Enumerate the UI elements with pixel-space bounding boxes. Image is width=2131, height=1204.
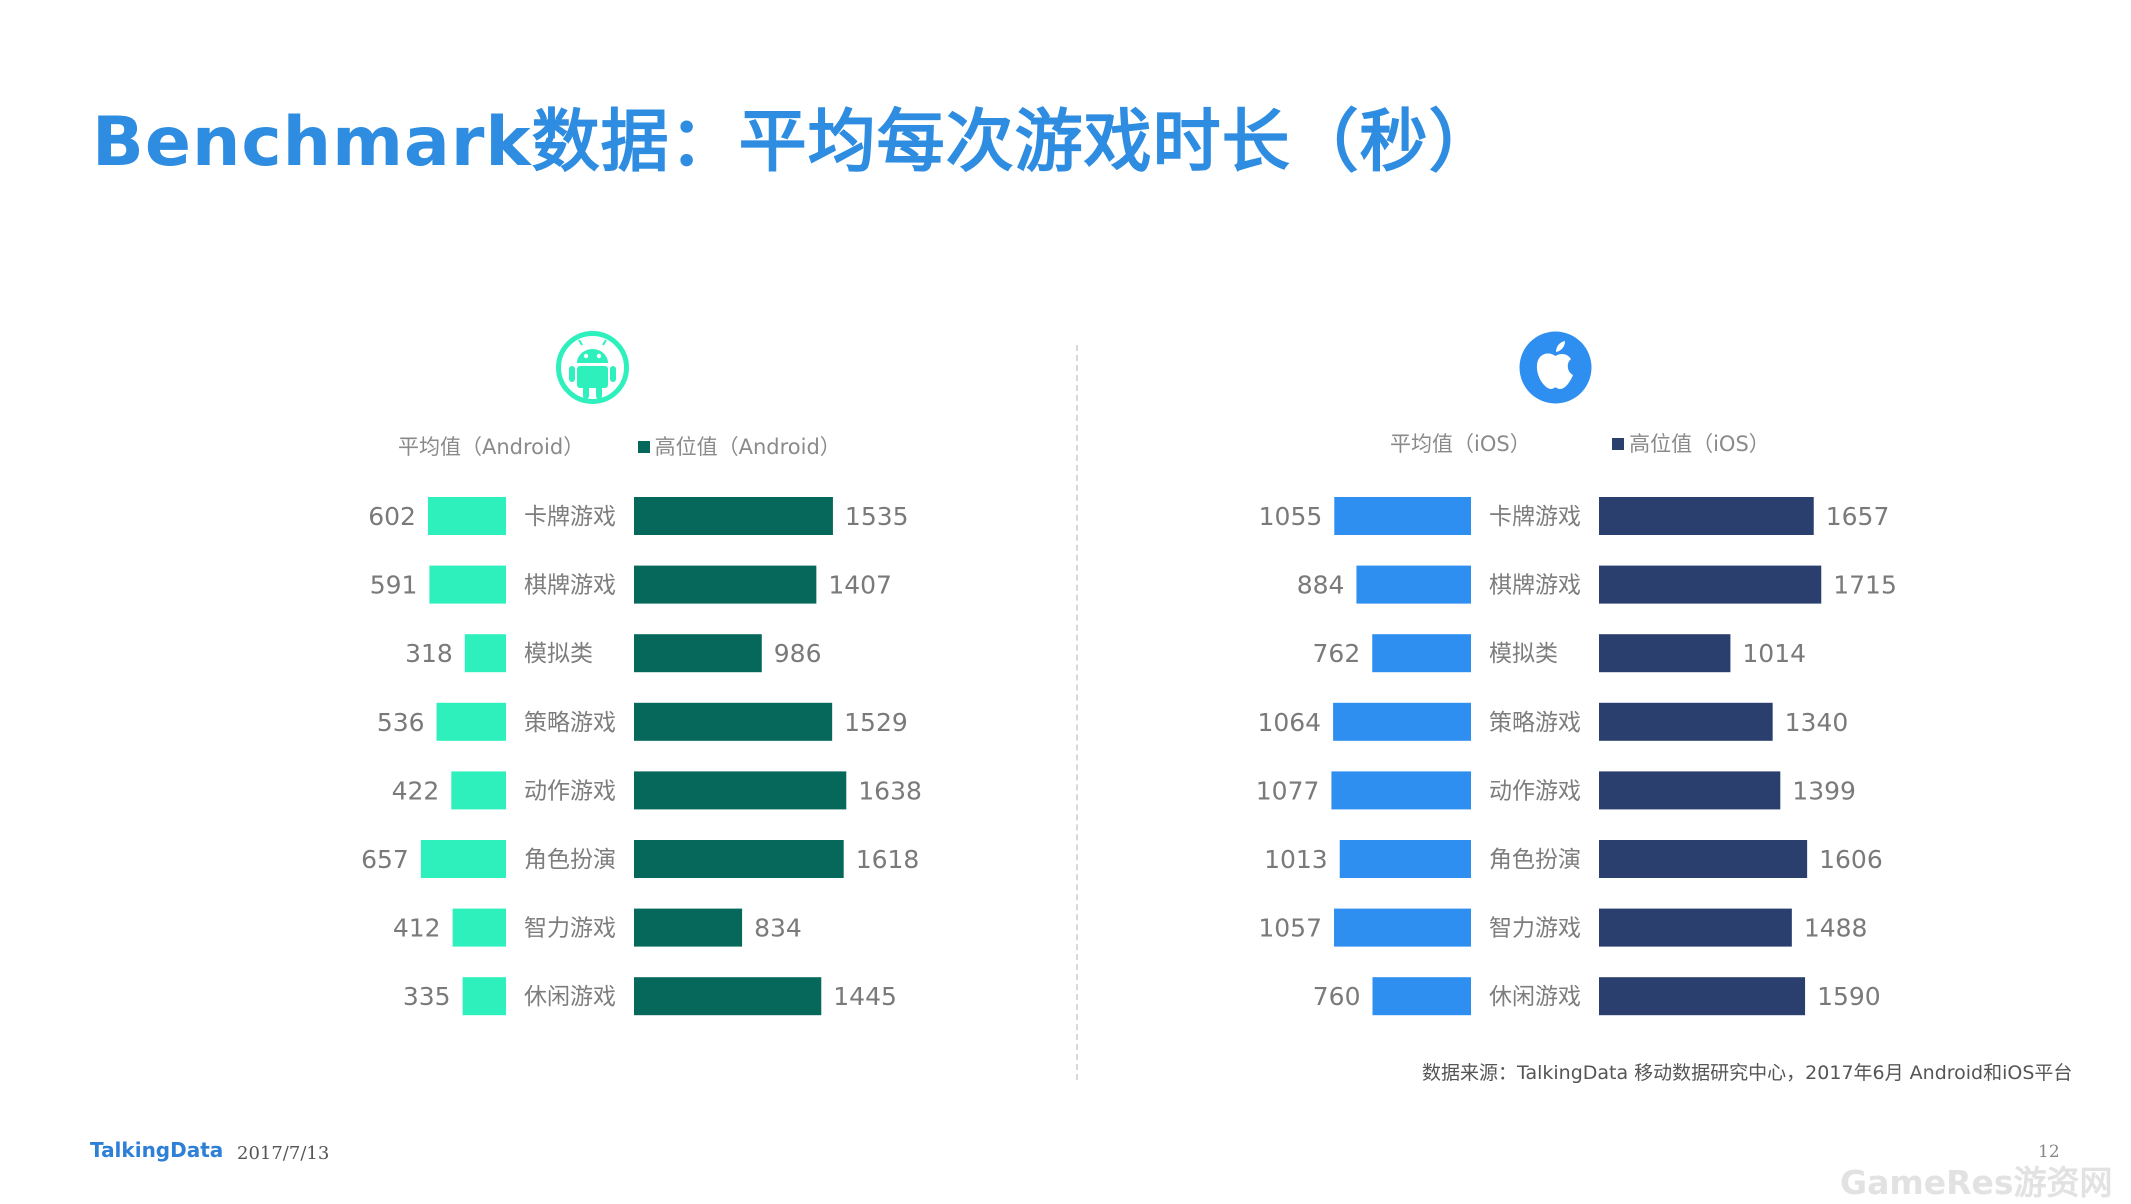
ios-category-label: 智力游戏	[1489, 916, 1581, 942]
ios-avg-bar	[1333, 702, 1471, 741]
android-high-bar	[634, 977, 822, 1016]
android-avg-bar	[427, 497, 506, 535]
ios-high-bar	[1599, 497, 1814, 535]
ios-avg-bar	[1334, 497, 1471, 535]
legend-android-high-swatch	[637, 441, 650, 453]
ios-avg-label: 1013	[1264, 845, 1328, 874]
android-icon	[556, 331, 629, 404]
ios-avg-label: 1057	[1258, 914, 1322, 943]
legend-ios-avg: 平均值（iOS）	[1390, 432, 1531, 456]
ios-high-bar	[1599, 908, 1792, 947]
panel-divider	[1076, 345, 1078, 1080]
ios-avg-label: 1055	[1259, 502, 1323, 531]
page-title: Benchmark数据：平均每次游戏时长（秒）	[92, 103, 1498, 182]
ios-high-label: 1340	[1785, 708, 1849, 737]
ios-category-label: 角色扮演	[1489, 847, 1581, 873]
android-avg-label: 422	[392, 776, 440, 805]
android-category-label: 智力游戏	[524, 916, 616, 942]
android-category-label: 卡牌游戏	[524, 504, 616, 530]
ios-avg-bar	[1331, 771, 1471, 810]
talkingdata-logo: TalkingData	[90, 1138, 224, 1162]
android-category-label: 棋牌游戏	[524, 573, 616, 599]
ios-category-label: 卡牌游戏	[1489, 504, 1581, 530]
android-avg-bar	[436, 702, 506, 741]
ios-avg-label: 762	[1313, 639, 1361, 668]
android-high-bar	[634, 634, 762, 673]
ios-category-label: 动作游戏	[1489, 778, 1581, 804]
page-number: 12	[2038, 1142, 2060, 1162]
ios-high-bar	[1599, 840, 1808, 878]
ios-high-label: 1399	[1792, 776, 1856, 805]
android-category-label: 动作游戏	[524, 778, 616, 804]
android-avg-label: 657	[361, 845, 409, 874]
android-avg-bar	[420, 840, 506, 878]
ios-avg-label: 760	[1313, 982, 1361, 1011]
ios-category-label: 模拟类	[1489, 641, 1558, 667]
ios-avg-bar	[1339, 840, 1471, 878]
ios-avg-label: 1077	[1256, 776, 1320, 805]
legend-ios: 平均值（iOS） 高位值（iOS）	[1390, 428, 1770, 458]
android-avg-bar	[451, 771, 506, 810]
ios-avg-label: 1064	[1257, 708, 1321, 737]
ios-high-bar	[1599, 771, 1781, 810]
android-avg-bar	[462, 977, 506, 1016]
footer-date: 2017/7/13	[237, 1143, 330, 1164]
ios-high-label: 1657	[1826, 502, 1890, 531]
android-high-label: 1535	[845, 502, 909, 531]
android-avg-label: 591	[370, 571, 418, 600]
legend-android: 平均值（Android） 高位值（Android）	[398, 431, 841, 461]
android-avg-label: 412	[393, 914, 441, 943]
android-category-label: 休闲游戏	[524, 984, 616, 1010]
android-avg-label: 335	[403, 982, 451, 1011]
android-high-label: 986	[774, 639, 822, 668]
watermark: GameRes游资网	[1840, 1163, 2113, 1202]
ios-high-bar	[1599, 565, 1822, 604]
android-avg-label: 536	[377, 708, 425, 737]
ios-high-label: 1715	[1833, 571, 1897, 600]
ios-avg-bar	[1334, 908, 1471, 947]
android-avg-bar	[452, 908, 506, 947]
legend-ios-high: 高位值（iOS）	[1629, 432, 1770, 456]
android-high-label: 1407	[828, 571, 892, 600]
ios-avg-bar	[1356, 565, 1471, 604]
android-high-label: 1529	[844, 708, 908, 737]
ios-avg-bar	[1372, 977, 1471, 1016]
android-category-label: 策略游戏	[524, 710, 616, 736]
ios-high-label: 1488	[1804, 914, 1868, 943]
ios-high-bar	[1599, 634, 1731, 673]
legend-android-avg: 平均值（Android）	[398, 435, 585, 459]
ios-high-bar	[1599, 702, 1773, 741]
android-high-bar	[634, 565, 817, 604]
ios-high-label: 1014	[1742, 639, 1806, 668]
android-high-label: 1618	[856, 845, 920, 874]
apple-icon	[1519, 331, 1592, 404]
ios-high-label: 1606	[1819, 845, 1883, 874]
android-avg-bar	[429, 565, 506, 604]
android-high-bar	[634, 497, 833, 535]
android-high-bar	[634, 771, 847, 810]
android-high-label: 834	[754, 914, 802, 943]
ios-avg-label: 884	[1297, 571, 1345, 600]
data-source: 数据来源：TalkingData 移动数据研究中心，2017年6月 Androi…	[1422, 1062, 2073, 1084]
android-high-bar	[634, 840, 844, 878]
android-high-bar	[634, 702, 833, 741]
ios-high-bar	[1599, 977, 1806, 1016]
android-high-label: 1638	[858, 776, 922, 805]
ios-category-label: 策略游戏	[1489, 710, 1581, 736]
android-category-label: 角色扮演	[524, 847, 616, 873]
android-high-bar	[634, 908, 743, 947]
ios-high-label: 1590	[1817, 982, 1881, 1011]
android-avg-bar	[464, 634, 506, 673]
android-category-label: 模拟类	[524, 641, 593, 667]
ios-avg-bar	[1372, 634, 1471, 673]
ios-category-label: 棋牌游戏	[1489, 573, 1581, 599]
legend-android-high: 高位值（Android）	[654, 435, 841, 459]
android-avg-label: 318	[405, 639, 453, 668]
android-avg-label: 602	[368, 502, 416, 531]
android-high-label: 1445	[833, 982, 897, 1011]
ios-category-label: 休闲游戏	[1489, 984, 1581, 1010]
legend-ios-high-swatch	[1612, 438, 1625, 450]
